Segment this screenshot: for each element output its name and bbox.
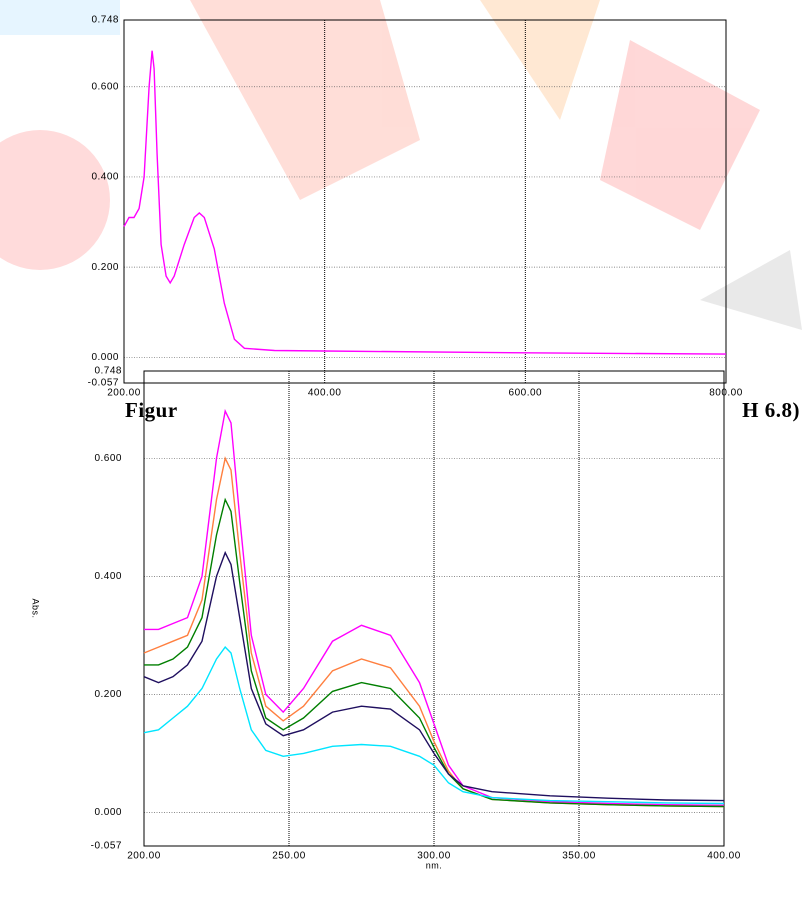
- x-tick-label: 300.00: [417, 851, 451, 862]
- y-tick-label: 0.400: [91, 172, 119, 183]
- x-tick-label: 250.00: [272, 851, 306, 862]
- watermark: [0, 0, 802, 330]
- y-tick-label: 0.600: [94, 453, 122, 464]
- y-tick-label: 0.200: [91, 262, 119, 273]
- y-tick-label: 0.600: [91, 81, 119, 92]
- caption-right: H 6.8): [742, 398, 800, 422]
- y-tick-label: 0.748: [94, 366, 122, 377]
- y-tick-label: 0.000: [91, 352, 119, 363]
- x-tick-label: 400.00: [707, 851, 741, 862]
- x-tick-label: 200.00: [107, 388, 141, 399]
- x-tick-label: 350.00: [562, 851, 596, 862]
- caption-left: Figur: [125, 398, 178, 422]
- y-tick-label: 0.200: [94, 689, 122, 700]
- x-axis-label: nm.: [426, 860, 443, 870]
- plot-frame: [143, 370, 725, 847]
- spectrum-line: [143, 646, 725, 805]
- spectrum-line: [143, 550, 725, 802]
- x-tick-label: 400.00: [308, 388, 342, 399]
- spectrum-line: [144, 497, 725, 808]
- y-tick-label: 0.400: [94, 571, 122, 582]
- x-tick-label: 800.00: [709, 388, 743, 399]
- x-tick-label: 600.00: [509, 388, 543, 399]
- spectrum-line: [123, 50, 727, 355]
- y-tick-label: -0.057: [91, 841, 122, 852]
- x-tick-label: 200.00: [127, 851, 161, 862]
- y-tick-label: -0.057: [88, 378, 119, 389]
- plot-frame: [123, 19, 727, 384]
- y-tick-label: 0.748: [91, 15, 119, 26]
- y-axis-label: Abs.: [31, 598, 41, 618]
- y-tick-label: 0.000: [94, 807, 122, 818]
